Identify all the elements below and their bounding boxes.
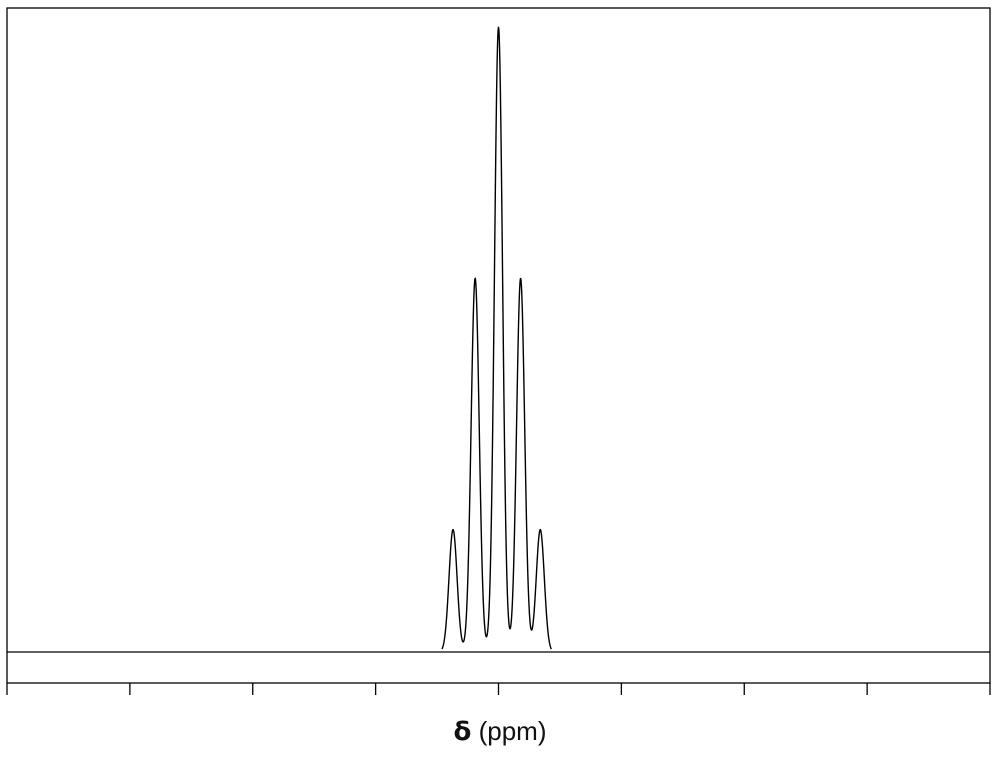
plot-frame (6, 7, 991, 684)
x-axis-label: δ (ppm) (0, 716, 1000, 747)
x-axis-ticks (6, 683, 991, 695)
x-axis-label-unit: (ppm) (478, 716, 547, 746)
spectrum-series-line (441, 26, 552, 650)
x-axis-label-symbol: δ (453, 717, 472, 747)
